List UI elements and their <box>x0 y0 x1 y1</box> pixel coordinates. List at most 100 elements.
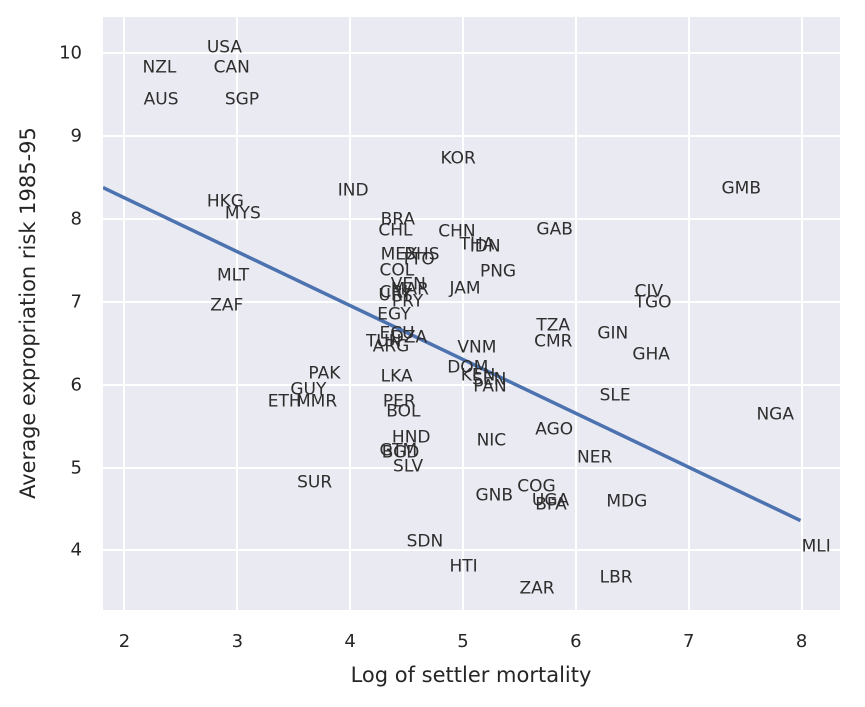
country-point-label: NGA <box>756 404 794 425</box>
x-axis-label: Log of settler mortality <box>350 663 592 687</box>
country-point-label: ETH <box>267 391 302 412</box>
country-point-label: CRI <box>379 282 409 303</box>
x-tick-label: 5 <box>457 631 469 652</box>
country-point-label: URY <box>378 285 412 306</box>
country-point-label: HTI <box>449 556 478 577</box>
country-point-label: GMB <box>721 178 761 199</box>
country-point-label: TUN <box>365 332 402 353</box>
country-point-label: PRY <box>391 291 424 312</box>
x-tick-label: 6 <box>570 631 582 652</box>
country-point-label: TTO <box>400 250 435 271</box>
country-point-label: BGD <box>381 442 420 463</box>
country-point-label: GIN <box>597 323 629 344</box>
country-point-label: AGO <box>535 419 574 440</box>
country-point-label: BFA <box>535 494 567 515</box>
y-tick-label: 4 <box>70 539 82 561</box>
country-point-label: CHL <box>378 220 413 241</box>
country-point-label: GHA <box>632 344 670 365</box>
country-point-label: COG <box>517 477 556 498</box>
country-point-label: CHN <box>438 222 476 243</box>
country-point-label: KEN <box>460 366 496 387</box>
country-point-label: GTM <box>379 440 418 461</box>
gridline-vertical <box>687 17 690 610</box>
country-point-label: CIV <box>634 281 664 302</box>
country-point-label: BOL <box>386 401 421 422</box>
gridline-vertical <box>236 17 239 610</box>
country-point-label: LKA <box>380 366 413 387</box>
plot-area: USA NZL CAN AUS SGP KOR GMB IND HKG MYS BRA GAB CHL C… <box>103 17 840 610</box>
country-point-label: SLE <box>599 386 631 407</box>
country-point-label: BHS <box>404 244 440 265</box>
country-point-label: ECU <box>379 323 415 344</box>
country-point-label: JAM <box>449 279 481 300</box>
country-point-label: PER <box>382 391 416 412</box>
country-point-label: ARG <box>372 336 410 357</box>
country-point-label: GAB <box>536 219 573 240</box>
country-point-label: UGA <box>531 491 570 512</box>
country-point-label: MYS <box>224 203 261 224</box>
country-point-label: MDG <box>606 492 648 513</box>
country-point-label: VEN <box>390 275 426 296</box>
y-tick-label: 6 <box>70 374 82 396</box>
gridline-vertical <box>800 17 803 610</box>
country-point-label: CAN <box>213 58 250 79</box>
x-tick-label: 4 <box>344 631 356 652</box>
country-point-label: BRA <box>380 209 416 230</box>
country-point-label: GUY <box>290 380 327 401</box>
country-point-label: TGO <box>634 292 672 313</box>
country-point-label: EGY <box>377 304 411 325</box>
country-point-label: CMR <box>534 331 573 352</box>
country-point-label: HKG <box>206 191 244 212</box>
country-point-label: LBR <box>599 567 633 588</box>
x-tick-label: 3 <box>231 631 244 652</box>
country-point-label: KOR <box>440 149 476 170</box>
gridline-vertical <box>349 17 352 610</box>
gridline-horizontal <box>103 383 840 386</box>
country-point-label: NZL <box>142 58 177 79</box>
country-point-label: SDN <box>406 531 444 552</box>
country-point-label: AUS <box>143 89 179 110</box>
country-point-label: PAK <box>308 363 341 384</box>
country-point-label: USA <box>206 38 243 59</box>
country-point-label: GNB <box>475 485 513 506</box>
y-tick-label: 8 <box>70 208 82 230</box>
country-point-label: SGP <box>224 89 260 110</box>
regression-line <box>103 186 802 523</box>
gridline-horizontal <box>103 466 840 469</box>
gridline-vertical <box>462 17 465 610</box>
country-point-label: VNM <box>457 337 497 358</box>
country-point-label: MEX <box>380 245 418 266</box>
country-point-label: ZAR <box>519 578 555 599</box>
x-tick-label: 2 <box>118 631 131 652</box>
gridline-horizontal <box>103 549 840 552</box>
country-point-label: MLI <box>801 536 831 557</box>
gridline-horizontal <box>103 300 840 303</box>
country-point-label: ZAF <box>210 295 244 316</box>
country-point-label: COL <box>379 260 415 281</box>
country-point-label: MAR <box>390 280 429 301</box>
x-tick-label: 8 <box>795 631 808 652</box>
gridline-horizontal <box>103 218 840 221</box>
y-tick-label: 7 <box>70 291 82 313</box>
country-point-label: PAN <box>473 376 507 397</box>
country-point-label: DOM <box>447 357 489 378</box>
country-point-label: IND <box>337 180 369 201</box>
y-tick-label: 10 <box>59 42 82 64</box>
country-point-label: NIC <box>476 430 507 451</box>
gridline-vertical <box>574 17 577 610</box>
x-tick-label: 7 <box>683 631 695 652</box>
y-tick-label: 9 <box>70 125 82 147</box>
country-point-label: DZA <box>390 328 428 349</box>
gridline-vertical <box>123 17 126 610</box>
y-axis-label: Average expropriation risk 1985-95 <box>16 127 40 499</box>
country-point-label: THA <box>459 234 495 255</box>
country-point-label: PNG <box>479 261 517 282</box>
country-point-label: SEN <box>472 369 507 390</box>
regression-line-segment <box>103 186 802 523</box>
gridline-horizontal <box>103 135 840 138</box>
country-point-label: IDN <box>469 236 501 257</box>
country-point-label: TZA <box>536 315 571 336</box>
country-point-label: MLT <box>216 265 250 286</box>
country-point-label: MMR <box>295 391 338 412</box>
